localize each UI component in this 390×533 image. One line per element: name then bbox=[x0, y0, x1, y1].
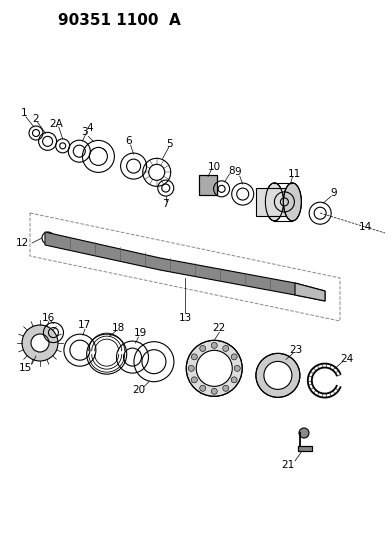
Text: 3: 3 bbox=[81, 127, 88, 138]
Text: 11: 11 bbox=[288, 169, 301, 179]
Bar bbox=[256, 188, 292, 216]
Circle shape bbox=[299, 428, 309, 438]
Polygon shape bbox=[295, 283, 325, 301]
Circle shape bbox=[186, 341, 242, 397]
Circle shape bbox=[211, 389, 217, 394]
Text: 2: 2 bbox=[32, 115, 39, 124]
Text: 20: 20 bbox=[132, 385, 145, 395]
Circle shape bbox=[264, 361, 292, 390]
Circle shape bbox=[231, 377, 237, 383]
Circle shape bbox=[191, 377, 197, 383]
Circle shape bbox=[223, 385, 229, 391]
Text: 21: 21 bbox=[281, 460, 294, 470]
Text: 15: 15 bbox=[18, 363, 32, 373]
Text: 23: 23 bbox=[289, 345, 303, 356]
Bar bbox=[199, 174, 217, 195]
Text: 14: 14 bbox=[359, 222, 372, 232]
Text: 13: 13 bbox=[178, 313, 191, 323]
Ellipse shape bbox=[284, 183, 301, 221]
Circle shape bbox=[231, 354, 237, 360]
Circle shape bbox=[200, 345, 206, 351]
Circle shape bbox=[22, 325, 58, 361]
Text: 9: 9 bbox=[331, 188, 337, 198]
Bar bbox=[298, 446, 312, 451]
Bar bbox=[298, 446, 312, 451]
Polygon shape bbox=[45, 232, 325, 301]
Circle shape bbox=[256, 353, 300, 398]
Circle shape bbox=[211, 342, 217, 349]
Text: 4: 4 bbox=[86, 123, 92, 133]
Circle shape bbox=[196, 350, 232, 386]
Text: 24: 24 bbox=[340, 353, 353, 364]
Bar bbox=[199, 174, 217, 195]
Text: 5: 5 bbox=[167, 139, 173, 149]
Text: 2A: 2A bbox=[49, 119, 62, 129]
Text: 22: 22 bbox=[213, 324, 226, 333]
Text: 12: 12 bbox=[15, 238, 28, 248]
Text: 16: 16 bbox=[42, 312, 55, 322]
Text: 9: 9 bbox=[234, 167, 241, 177]
Text: 6: 6 bbox=[125, 136, 132, 146]
Text: 90351 1100  A: 90351 1100 A bbox=[58, 13, 181, 28]
Circle shape bbox=[188, 365, 194, 372]
Circle shape bbox=[234, 365, 240, 372]
Circle shape bbox=[223, 345, 229, 351]
Ellipse shape bbox=[266, 183, 284, 221]
Circle shape bbox=[191, 354, 197, 360]
Text: 18: 18 bbox=[112, 323, 125, 333]
Text: 1: 1 bbox=[21, 108, 27, 118]
Text: 17: 17 bbox=[78, 320, 92, 330]
Circle shape bbox=[31, 334, 49, 352]
Text: 19: 19 bbox=[134, 328, 147, 338]
Text: 10: 10 bbox=[207, 161, 221, 172]
Circle shape bbox=[200, 385, 206, 391]
Text: 7: 7 bbox=[163, 199, 169, 209]
Text: 8: 8 bbox=[228, 166, 235, 176]
